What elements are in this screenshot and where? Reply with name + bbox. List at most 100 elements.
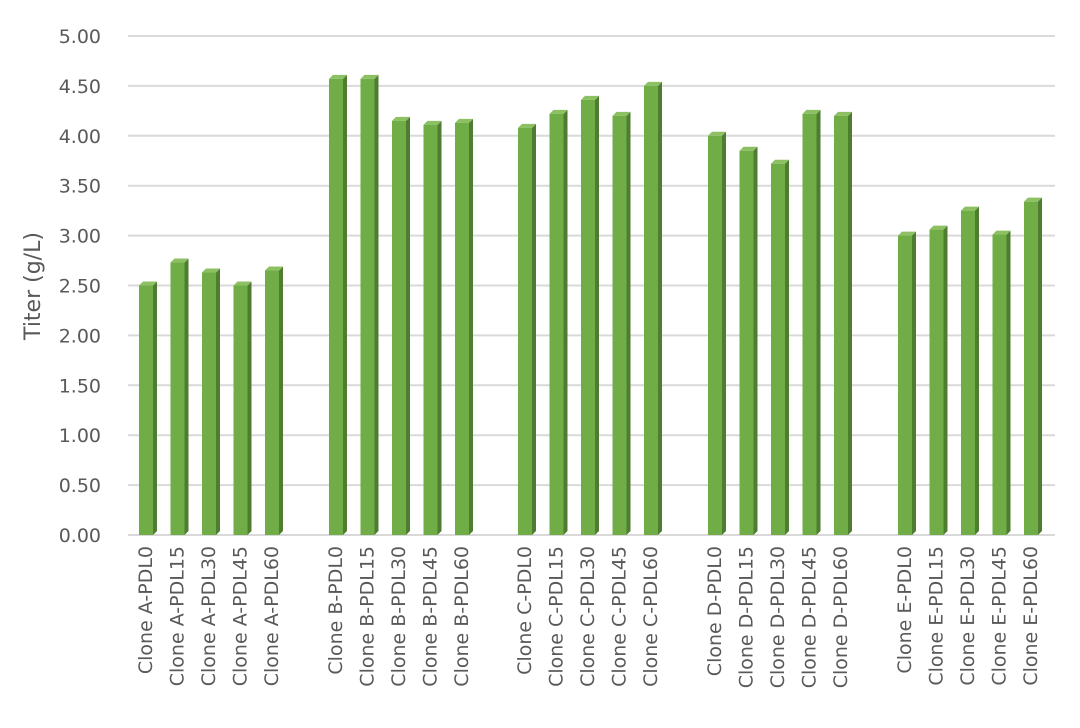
- bar-top: [581, 95, 599, 100]
- x-category-label: Clone A-PDL60: [261, 546, 283, 686]
- bar: [898, 231, 916, 535]
- bar-front: [233, 285, 248, 535]
- bars: [139, 74, 1042, 536]
- bar-front: [1024, 201, 1038, 535]
- bar: [423, 120, 442, 536]
- bar: [329, 74, 347, 535]
- bar: [992, 230, 1011, 536]
- bar-side: [1038, 197, 1042, 535]
- y-tick-label: 3.00: [59, 226, 101, 248]
- bar: [455, 118, 473, 536]
- bar-side: [437, 120, 442, 536]
- y-tick-label: 0.00: [59, 525, 101, 547]
- bar-side: [658, 81, 662, 536]
- bar-front: [739, 150, 754, 535]
- bar-side: [912, 231, 916, 535]
- bar: [265, 266, 283, 535]
- bar-front: [170, 262, 185, 535]
- bar-front: [898, 235, 912, 535]
- bar: [929, 225, 948, 535]
- bar-top: [802, 109, 821, 114]
- x-category-label: Clone B-PDL15: [357, 546, 379, 687]
- bar-top: [961, 206, 979, 211]
- bar-top: [455, 118, 473, 123]
- y-tick-label: 4.50: [59, 76, 101, 98]
- bar: [739, 146, 758, 535]
- bar-top: [233, 281, 252, 286]
- x-category-label: Clone D-PDL45: [799, 546, 821, 688]
- bar: [518, 123, 536, 535]
- bar-top: [170, 258, 189, 263]
- bar: [549, 109, 568, 536]
- x-category-label: Clone C-PDL15: [546, 546, 568, 687]
- bar: [1024, 197, 1042, 535]
- bar-side: [943, 225, 948, 535]
- bar-top: [139, 281, 157, 286]
- bar-front: [329, 78, 343, 535]
- bar: [961, 206, 979, 535]
- bar-side: [563, 109, 568, 536]
- bar-side: [279, 266, 283, 535]
- bar: [360, 74, 379, 535]
- bar-front: [929, 229, 944, 535]
- bar: [834, 111, 852, 535]
- bar-side: [247, 281, 252, 535]
- bar-side: [216, 268, 220, 535]
- bar-top: [612, 111, 631, 116]
- x-category-label: Clone D-PDL0: [704, 546, 726, 676]
- bar-top: [329, 74, 347, 79]
- bar-front: [644, 85, 658, 536]
- y-tick-label: 5.00: [59, 26, 101, 48]
- bar-front: [518, 127, 532, 535]
- bar-top: [360, 74, 379, 79]
- y-tick-label: 4.00: [59, 126, 101, 148]
- x-category-label: Clone A-PDL0: [135, 546, 157, 674]
- bar-top: [834, 111, 852, 116]
- bar-front: [265, 270, 279, 535]
- bar-front: [708, 135, 722, 536]
- bar-top: [518, 123, 536, 128]
- bar-top: [929, 225, 948, 230]
- bar-top: [392, 116, 410, 121]
- y-axis-tick-labels: 0.00 0.50 1.00 1.50 2.00 2.50 3.00 3.50 4.00 4.50…: [59, 26, 101, 547]
- bar-top: [423, 120, 442, 125]
- x-category-label: Clone A-PDL45: [230, 546, 252, 686]
- x-category-label: Clone C-PDL60: [640, 546, 662, 687]
- x-category-label: Clone E-PDL30: [957, 546, 979, 686]
- bar-front: [612, 115, 627, 535]
- bar-top: [898, 231, 916, 236]
- bar-top: [708, 131, 726, 136]
- bar-top: [1024, 197, 1042, 202]
- bar: [202, 268, 220, 535]
- x-category-label: Clone B-PDL30: [388, 546, 410, 687]
- bar: [139, 281, 157, 535]
- bar-front: [392, 120, 406, 535]
- bar-side: [406, 116, 410, 535]
- x-category-label: Clone B-PDL0: [325, 546, 347, 675]
- bar-front: [834, 115, 848, 535]
- bar-front: [139, 285, 153, 535]
- bar-front: [802, 113, 817, 536]
- bar-front: [961, 210, 975, 535]
- bar: [612, 111, 631, 535]
- bar-front: [202, 272, 216, 535]
- bar-side: [816, 109, 821, 536]
- bar: [771, 159, 789, 535]
- x-category-label: Clone A-PDL30: [198, 546, 220, 686]
- bar-front: [423, 124, 438, 536]
- bar: [644, 81, 662, 536]
- x-category-label: Clone C-PDL45: [609, 546, 631, 687]
- y-tick-label: 2.50: [59, 276, 101, 298]
- x-axis-category-labels: Clone A-PDL0 Clone A-PDL15 Clone A-PDL30 Cl…: [135, 546, 1042, 688]
- y-tick-label: 1.00: [59, 425, 101, 447]
- bar-side: [1006, 230, 1011, 536]
- bar-top: [265, 266, 283, 271]
- x-category-label: Clone E-PDL60: [1020, 546, 1042, 686]
- bar-side: [626, 111, 631, 535]
- bar-top: [992, 230, 1011, 235]
- bar-side: [374, 74, 379, 535]
- bar: [233, 281, 252, 535]
- x-category-label: Clone E-PDL45: [989, 546, 1011, 686]
- bar-side: [343, 74, 347, 535]
- y-tick-label: 1.50: [59, 375, 101, 397]
